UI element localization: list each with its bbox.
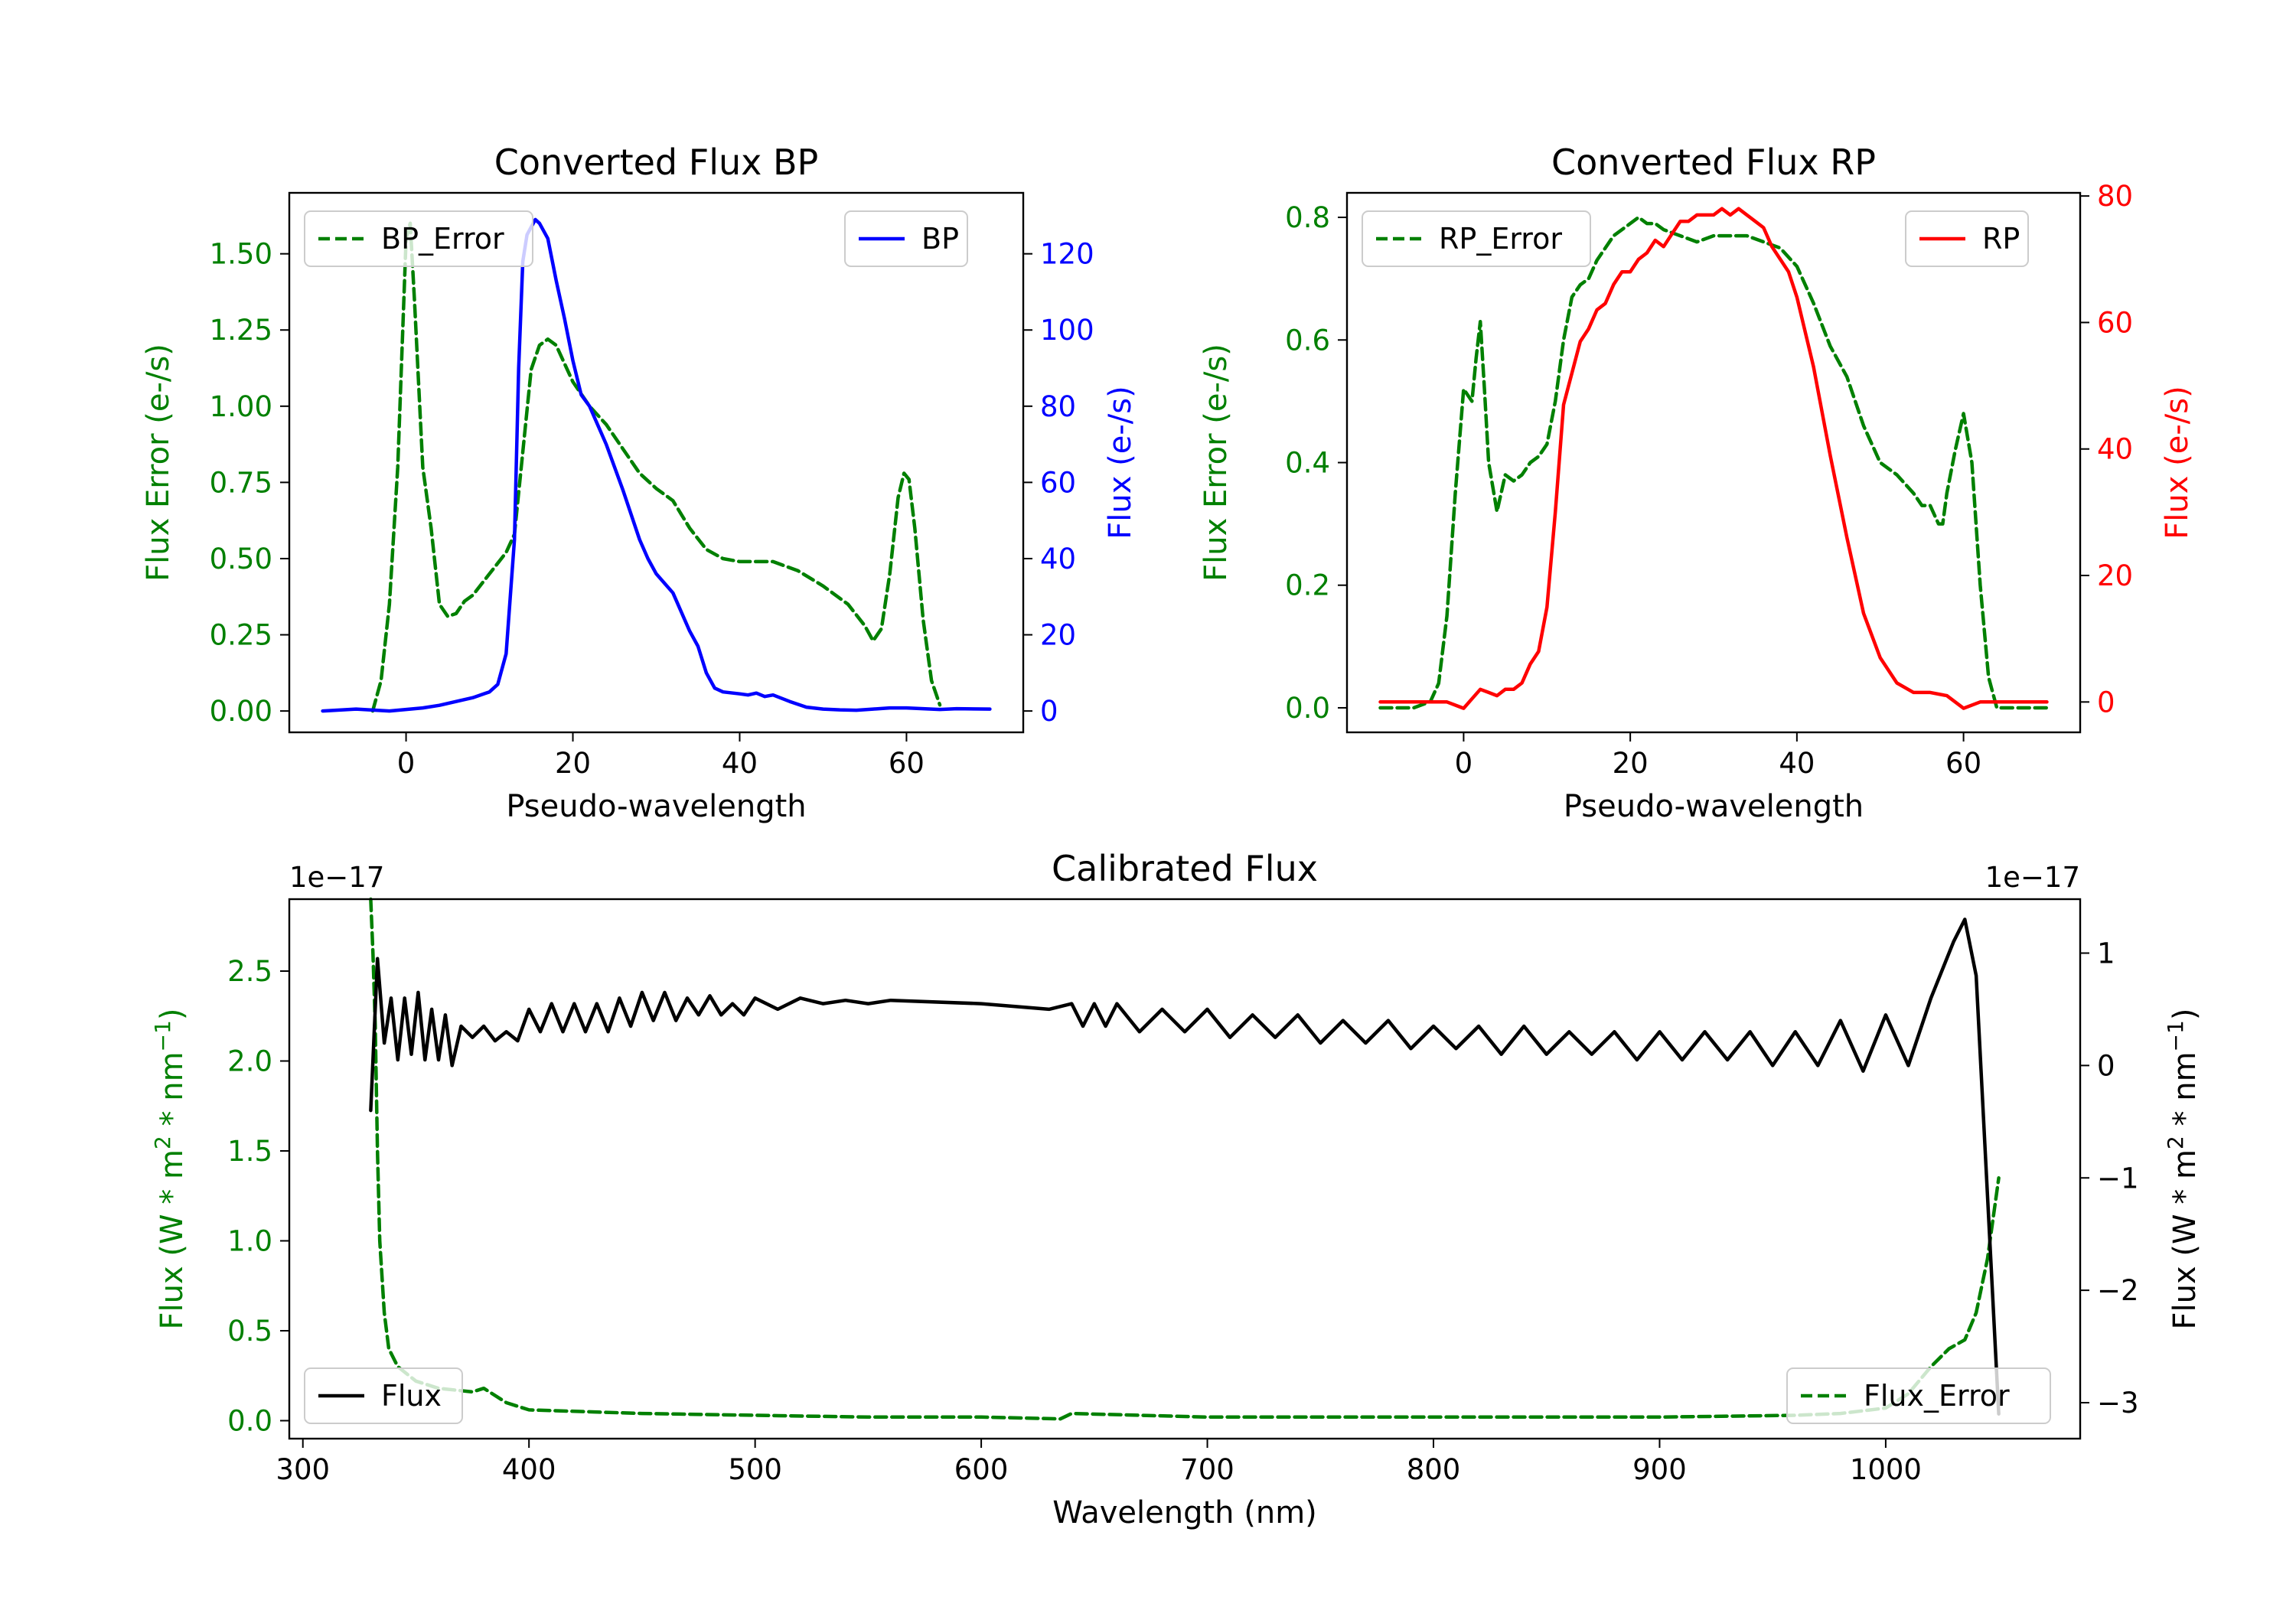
bp-x-tick-label: 60: [889, 747, 925, 780]
rp-y-left-tick-label: 0.0: [1285, 692, 1330, 725]
rp-y-right-tick-label: 40: [2097, 433, 2133, 466]
calibrated-x-tick-label: 400: [502, 1453, 556, 1486]
bp-y-right-tick-label: 60: [1040, 466, 1076, 499]
calibrated-y-left-tick-label: 2.5: [227, 955, 272, 988]
rp-legend-label: RP_Error: [1439, 222, 1562, 256]
bp-x-tick-label: 40: [722, 747, 758, 780]
bp-x-axis-label: Pseudo-wavelength: [506, 789, 806, 824]
calibrated-y-right-axis-label: Flux (W * m2 * nm−1): [2163, 1009, 2203, 1330]
calibrated-offset-right: 1e−17: [1985, 861, 2080, 894]
calibrated-chart-title: Calibrated Flux: [1052, 848, 1318, 889]
calibrated-y-left-tick-label: 2.0: [227, 1045, 272, 1078]
rp-y-right-tick-label: 60: [2097, 306, 2133, 339]
calibrated-x-tick-label: 1000: [1850, 1453, 1922, 1486]
bp-y-right-tick-label: 120: [1040, 238, 1094, 271]
calibrated-x-axis-label: Wavelength (nm): [1052, 1495, 1317, 1530]
rp-chart-title: Converted Flux RP: [1551, 142, 1876, 183]
rp-y-left-tick-label: 0.4: [1285, 447, 1330, 480]
calibrated-y-right-tick-label: 0: [2097, 1049, 2115, 1082]
bp-legend-box: [304, 210, 533, 267]
calibrated-legend-label: Flux_Error: [1864, 1379, 2010, 1413]
rp-legend-label: RP: [1982, 222, 2020, 256]
bp-axes-frame: [288, 191, 1025, 734]
calibrated-series-flux: [369, 918, 2001, 1416]
calibrated-series-flux-error: [369, 897, 2001, 1421]
rp-series-rp: [1378, 207, 2049, 710]
bp-legend-label: BP_Error: [381, 222, 504, 256]
calibrated-y-left-tick-label: 1.5: [227, 1135, 272, 1168]
bp-legend-box: [844, 210, 968, 267]
rp-y-right-tick-label: 0: [2097, 686, 2115, 719]
calibrated-x-tick-label: 800: [1407, 1453, 1461, 1486]
bp-series-bp: [321, 217, 992, 713]
bp-y-right-tick-label: 40: [1040, 543, 1076, 575]
calibrated-y-left-tick-label: 1.0: [227, 1225, 272, 1258]
calibrated-x-tick-label: 300: [276, 1453, 330, 1486]
calibrated-axes-frame: [288, 898, 2082, 1440]
bp-y-right-tick-label: 80: [1040, 390, 1076, 423]
rp-y-right-tick-label: 80: [2097, 180, 2133, 213]
calibrated-x-tick-label: 600: [954, 1453, 1009, 1486]
bp-chart-title: Converted Flux BP: [494, 142, 819, 183]
rp-y-left-tick-label: 0.6: [1285, 324, 1330, 357]
calibrated-y-right-tick-label: 1: [2097, 937, 2115, 970]
calibrated-x-tick-label: 700: [1180, 1453, 1234, 1486]
bp-y-left-axis-label: Flux Error (e-/s): [141, 344, 176, 582]
bp-y-right-tick-label: 100: [1040, 314, 1094, 347]
calibrated-legend-box: [304, 1367, 463, 1424]
calibrated-y-left-axis-label: Flux (W * m2 * nm−1): [150, 1009, 191, 1330]
rp-x-tick-label: 60: [1945, 747, 1981, 780]
bp-y-left-tick-label: 0.00: [210, 695, 272, 728]
rp-legend-box: [1362, 210, 1591, 267]
bp-y-left-tick-label: 1.25: [210, 314, 272, 347]
rp-y-left-tick-label: 0.8: [1285, 201, 1330, 234]
calibrated-x-tick-label: 500: [728, 1453, 782, 1486]
bp-y-right-tick-label: 0: [1040, 695, 1058, 728]
calibrated-y-left-tick-label: 0.5: [227, 1315, 272, 1348]
calibrated-y-right-tick-label: −2: [2097, 1274, 2139, 1307]
rp-legend-box: [1905, 210, 2029, 267]
rp-series-rp-error: [1378, 215, 2049, 710]
bp-y-left-tick-label: 0.25: [210, 619, 272, 652]
calibrated-offset-left: 1e−17: [289, 861, 384, 894]
bp-y-left-tick-label: 0.75: [210, 466, 272, 499]
calibrated-legend-box: [1786, 1367, 2051, 1424]
bp-x-tick-label: 0: [397, 747, 416, 780]
bp-y-left-tick-label: 1.00: [210, 390, 272, 423]
rp-x-axis-label: Pseudo-wavelength: [1564, 789, 1864, 824]
bp-y-right-tick-label: 20: [1040, 619, 1076, 652]
bp-y-left-tick-label: 1.50: [210, 238, 272, 271]
rp-x-tick-label: 40: [1779, 747, 1815, 780]
bp-legend-label: BP: [921, 222, 959, 256]
bp-y-right-axis-label: Flux (e-/s): [1103, 386, 1138, 539]
bp-y-left-tick-label: 0.50: [210, 543, 272, 575]
rp-y-right-tick-label: 20: [2097, 559, 2133, 592]
rp-y-left-tick-label: 0.2: [1285, 569, 1330, 602]
bp-x-tick-label: 20: [555, 747, 591, 780]
rp-x-tick-label: 20: [1613, 747, 1649, 780]
rp-y-left-axis-label: Flux Error (e-/s): [1199, 344, 1234, 582]
rp-y-right-axis-label: Flux (e-/s): [2160, 386, 2195, 539]
calibrated-x-tick-label: 900: [1632, 1453, 1687, 1486]
calibrated-y-right-tick-label: −3: [2097, 1387, 2139, 1420]
rp-x-tick-label: 0: [1455, 747, 1473, 780]
calibrated-legend-label: Flux: [381, 1379, 442, 1413]
calibrated-y-right-tick-label: −1: [2097, 1162, 2139, 1195]
bp-series-bp-error: [370, 221, 942, 713]
calibrated-y-left-tick-label: 0.0: [227, 1405, 272, 1438]
